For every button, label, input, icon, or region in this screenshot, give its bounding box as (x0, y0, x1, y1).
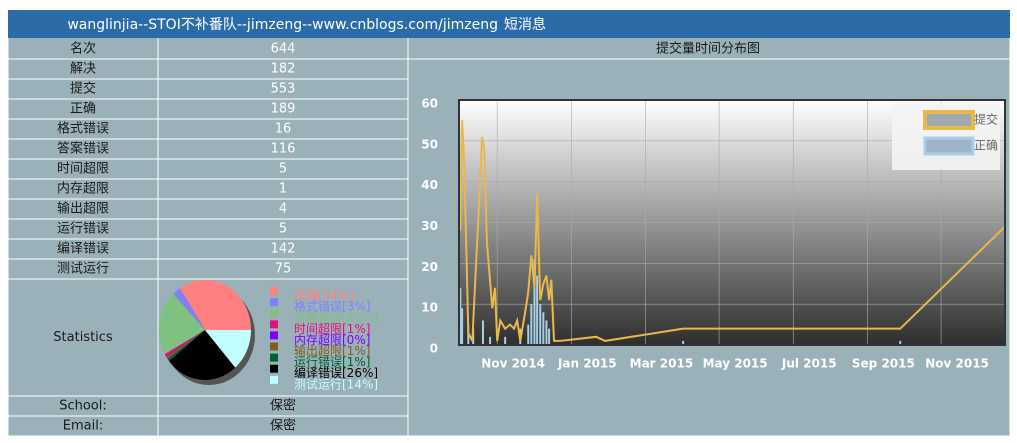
pie-legend-swatch (270, 342, 278, 351)
bar (530, 304, 533, 345)
row-label: 编译错误 (57, 242, 109, 257)
row-label: 内存超限 (57, 181, 109, 197)
row-value: 保密 (270, 418, 296, 434)
row-label: Statistics (53, 330, 113, 345)
row-label: 提交 (70, 81, 96, 97)
bar (489, 336, 492, 345)
row-value: 189 (271, 102, 296, 117)
pie-legend-swatch (270, 331, 278, 340)
bar (548, 328, 551, 345)
bar (539, 304, 542, 345)
x-tick-label: Jul 2015 (781, 357, 837, 371)
chart-title: 提交量时间分布图 (656, 41, 760, 57)
x-tick-label: Sep 2015 (852, 357, 915, 371)
pie-legend-swatch (270, 375, 278, 384)
pie-legend-label: 正确[34%] (294, 289, 354, 303)
pie-legend-label: 内存超限[0%] (294, 332, 370, 347)
bar (527, 324, 530, 345)
pie-legend-swatch (270, 353, 278, 362)
bar (682, 340, 685, 345)
x-tick-label: May 2015 (703, 357, 768, 371)
pie-legend-label: 运行错误[1%] (294, 355, 370, 369)
line-series (459, 120, 1006, 342)
row-value: 182 (271, 62, 296, 77)
x-tick-label: Nov 2015 (925, 357, 989, 371)
row-label: Email: (63, 419, 103, 434)
pie-legend-label: 输出超限[1%] (294, 343, 370, 358)
pie-legend-swatch (270, 287, 278, 295)
row-label: 运行错误 (57, 222, 109, 237)
pie-slice (167, 330, 205, 362)
pie-slice (164, 330, 205, 357)
pie-slice (205, 330, 251, 368)
row-label: 格式错误 (57, 121, 109, 137)
y-tick-label: 10 (421, 301, 438, 315)
bar (461, 308, 464, 345)
y-tick-label: 50 (421, 137, 438, 151)
header-title: wanglinjia--STOI不补番队--jimzeng--www.cnblo… (67, 17, 498, 33)
pie-legend-swatch (270, 309, 278, 318)
row-label: 正确 (70, 102, 96, 117)
pie-slice (158, 293, 205, 355)
pie-legend-swatch (270, 298, 278, 307)
row-value: 116 (271, 142, 296, 157)
row-label: 答案错误 (57, 141, 109, 157)
pie-slice (169, 330, 236, 380)
row-label: 解决 (70, 62, 96, 77)
bar (459, 287, 462, 345)
row-value: 75 (275, 262, 292, 277)
bar (899, 340, 902, 345)
y-tick-label: 60 (421, 97, 438, 111)
row-value: 5 (279, 222, 287, 237)
row-label: 输出超限 (57, 201, 109, 217)
pie-legend-label: 答案错误[21%] (294, 310, 378, 325)
pie-slice (173, 288, 205, 330)
x-tick-label: Nov 2014 (481, 357, 545, 371)
row-label: 测试运行 (57, 262, 109, 277)
row-label: School: (59, 399, 107, 414)
row-value: 保密 (270, 398, 296, 414)
row-value: 1 (279, 182, 287, 197)
y-tick-label: 20 (421, 260, 438, 274)
row-value: 644 (271, 42, 296, 57)
row-label: 时间超限 (57, 162, 109, 177)
pie-slice (166, 330, 205, 358)
legend-swatch (923, 110, 975, 130)
pie-legend-label: 格式错误[3%] (294, 299, 370, 314)
row-label: 名次 (70, 41, 96, 57)
message-link[interactable]: 短消息 (504, 16, 546, 33)
bar (542, 312, 545, 345)
row-value: 553 (271, 82, 296, 97)
pie-slice (179, 279, 251, 330)
plot-frame (458, 99, 1006, 346)
row-value: 4 (279, 202, 287, 217)
pie-legend-swatch (270, 320, 278, 329)
pie-slice (166, 330, 205, 360)
y-tick-label: 40 (421, 178, 438, 192)
bar (504, 336, 507, 345)
pie-legend-label: 时间超限[1%] (294, 321, 370, 336)
row-value: 142 (271, 242, 296, 257)
header-bar (8, 10, 1010, 38)
y-tick-label: 0 (430, 342, 438, 356)
bar (536, 275, 539, 345)
pie-legend-label: 测试运行[14%] (294, 376, 378, 391)
pie-legend-label: 编译错误[26%] (294, 365, 378, 380)
legend-label: 正确 (974, 139, 998, 153)
y-tick-label: 30 (421, 219, 438, 233)
bar (545, 320, 548, 345)
x-tick-label: Mar 2015 (630, 357, 694, 371)
x-tick-label: Jan 2015 (557, 357, 617, 371)
bar (481, 320, 484, 345)
legend-label: 提交 (974, 112, 998, 127)
bar (533, 259, 536, 345)
row-value: 5 (279, 162, 287, 177)
legend-swatch (923, 136, 975, 156)
pie-legend-swatch (270, 364, 278, 373)
row-value: 16 (275, 122, 292, 137)
